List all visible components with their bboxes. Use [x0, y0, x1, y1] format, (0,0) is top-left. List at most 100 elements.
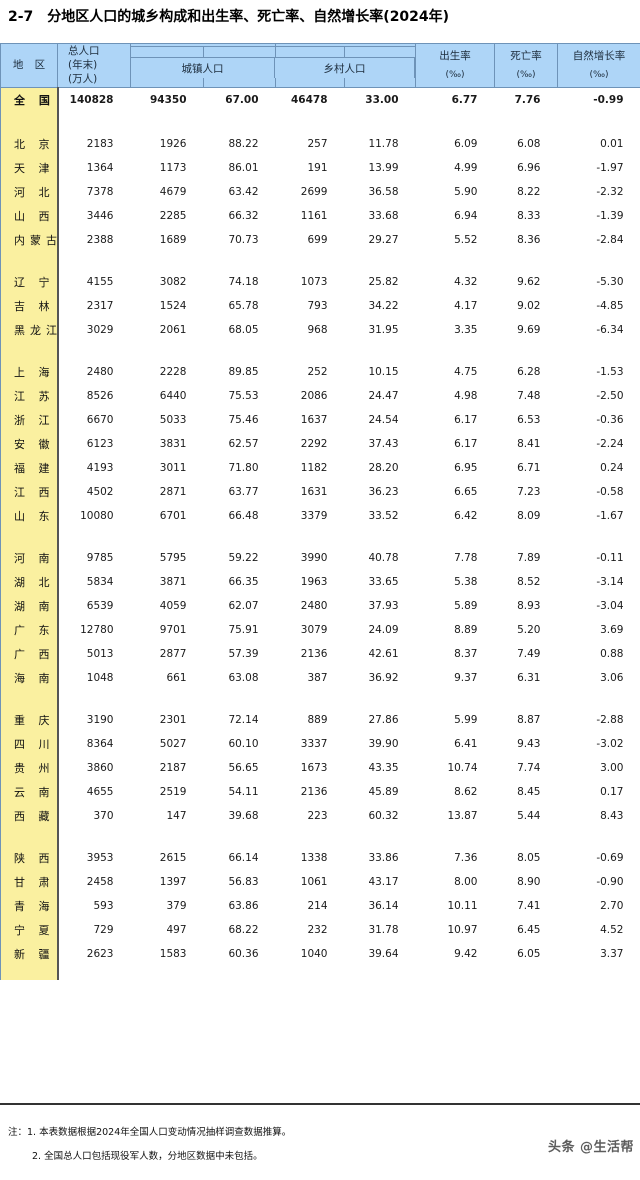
cell-death: 6.05	[517, 947, 541, 960]
table-row[interactable]: 甘 肃 2458 1397 56.83 1061 43.17 8.00 8.90 -0.90	[0, 869, 640, 894]
region-cell: 西 藏	[0, 803, 59, 828]
table-row[interactable]: 北 京 2183 1926 88.22 257 11.78 6.09 6.08 0.01	[0, 131, 640, 156]
cell-total: 1364	[86, 161, 114, 174]
cell-birth: 6.41	[454, 737, 478, 750]
cell-urban: 1689	[159, 233, 187, 246]
cell-total: 3446	[86, 209, 114, 222]
group-spacer-row	[0, 965, 640, 980]
table-row[interactable]: 湖 北 5834 3871 66.35 1963 33.65 5.38 8.52 -3.14	[0, 569, 640, 594]
table-row[interactable]: 湖 南 6539 4059 62.07 2480 37.93 5.89 8.93 -3.04	[0, 593, 640, 618]
cell-total: 3029	[86, 323, 114, 336]
cell-urban: 6701	[159, 509, 187, 522]
region-cell: 云 南	[0, 779, 59, 804]
cell-urban_pct: 59.22	[228, 551, 259, 564]
cell-growth: -2.88	[596, 713, 624, 726]
table-row[interactable]: 江 苏 8526 6440 75.53 2086 24.47 4.98 7.48 -2.50	[0, 383, 640, 408]
cell-urban: 1397	[159, 875, 187, 888]
header-natural-growth-rate: 自然增长率 (‰)	[557, 43, 640, 88]
table-row[interactable]: 贵 州 3860 2187 56.65 1673 43.35 10.74 7.74 3.00	[0, 755, 640, 780]
table-row[interactable]: 广 西 5013 2877 57.39 2136 42.61 8.37 7.49 0.88	[0, 641, 640, 666]
cell-rural_pct: 25.82	[368, 275, 399, 288]
cell-urban_pct: 68.22	[228, 923, 259, 936]
cell-urban: 3831	[159, 437, 187, 450]
table-row[interactable]: 全 国 140828 94350 67.00 46478 33.00 6.77 7.76 -0.…	[0, 87, 640, 112]
cell-growth: -0.99	[593, 93, 624, 106]
table-row[interactable]: 广 东 12780 9701 75.91 3079 24.09 8.89 5.20 3.69	[0, 617, 640, 642]
region-cell: 山 东	[0, 503, 59, 528]
table-row[interactable]: 天 津 1364 1173 86.01 191 13.99 4.99 6.96 -1.97	[0, 155, 640, 180]
cell-rural_pct: 31.78	[368, 923, 399, 936]
table-row[interactable]: 江 西 4502 2871 63.77 1631 36.23 6.65 7.23 -0.58	[0, 479, 640, 504]
table-row[interactable]: 内蒙古 2388 1689 70.73 699 29.27 5.52 8.36 -2.84	[0, 227, 640, 252]
table-row[interactable]: 新 疆 2623 1583 60.36 1040 39.64 9.42 6.05 3.37	[0, 941, 640, 966]
cell-rural_pct: 24.47	[368, 389, 399, 402]
cell-urban_pct: 75.91	[228, 623, 259, 636]
header-region: 地 区	[0, 43, 58, 88]
table-row[interactable]: 福 建 4193 3011 71.80 1182 28.20 6.95 6.71 0.24	[0, 455, 640, 480]
cell-urban: 379	[166, 899, 187, 912]
cell-rural_pct: 11.78	[368, 137, 399, 150]
header-natural-growth-rate-label: 自然增长率	[572, 49, 626, 62]
region-cell: 吉 林	[0, 293, 59, 318]
cell-growth: -3.02	[596, 737, 624, 750]
cell-death: 8.87	[517, 713, 541, 726]
region-cell: 四 川	[0, 731, 59, 756]
header-birth-rate-unit: (‰)	[445, 69, 465, 80]
table-row[interactable]: 宁 夏 729 497 68.22 232 31.78 10.97 6.45 4.52	[0, 917, 640, 942]
group-spacer-row	[0, 689, 640, 708]
table-row[interactable]: 西 藏 370 147 39.68 223 60.32 13.87 5.44 8.43	[0, 803, 640, 828]
header-death-rate-label: 死亡率	[510, 49, 542, 62]
cell-rural: 1631	[300, 485, 328, 498]
cell-rural_pct: 29.27	[368, 233, 399, 246]
table-row[interactable]: 黑龙江 3029 2061 68.05 968 31.95 3.35 9.69 -6.34	[0, 317, 640, 342]
cell-urban_pct: 75.53	[228, 389, 259, 402]
statistics-table: 地 区 总人口 (年末) (万人) 出生率 (‰) 死亡率 (‰) 自然增长率	[0, 42, 640, 980]
cell-rural_pct: 36.92	[368, 671, 399, 684]
header-birth-rate: 出生率 (‰)	[415, 43, 495, 88]
table-number: 2-7	[8, 9, 34, 25]
cell-death: 6.71	[517, 461, 541, 474]
cell-birth: 5.38	[454, 575, 478, 588]
cell-rural_pct: 43.35	[368, 761, 399, 774]
cell-rural: 223	[307, 809, 328, 822]
table-row[interactable]: 海 南 1048 661 63.08 387 36.92 9.37 6.31 3.06	[0, 665, 640, 690]
table-row[interactable]: 辽 宁 4155 3082 74.18 1073 25.82 4.32 9.62 -5.30	[0, 269, 640, 294]
table-row[interactable]: 山 东 10080 6701 66.48 3379 33.52 6.42 8.09 -1.67	[0, 503, 640, 528]
cell-total: 4502	[86, 485, 114, 498]
table-row[interactable]: 河 北 7378 4679 63.42 2699 36.58 5.90 8.22 -2.32	[0, 179, 640, 204]
table-row[interactable]: 陕 西 3953 2615 66.14 1338 33.86 7.36 8.05 -0.69	[0, 845, 640, 870]
region-cell: 重 庆	[0, 707, 59, 732]
cell-death: 7.49	[517, 647, 541, 660]
header-rural-group-band: 乡村人口	[275, 57, 415, 78]
cell-birth: 5.90	[454, 185, 478, 198]
table-row[interactable]: 安 徽 6123 3831 62.57 2292 37.43 6.17 8.41 -2.24	[0, 431, 640, 456]
table-row[interactable]: 吉 林 2317 1524 65.78 793 34.22 4.17 9.02 -4.85	[0, 293, 640, 318]
table-row[interactable]: 上 海 2480 2228 89.85 252 10.15 4.75 6.28 -1.53	[0, 359, 640, 384]
cell-rural: 1073	[300, 275, 328, 288]
table-row[interactable]: 河 南 9785 5795 59.22 3990 40.78 7.78 7.89 -0.11	[0, 545, 640, 570]
cell-total: 12780	[80, 623, 114, 636]
cell-urban_pct: 56.65	[228, 761, 259, 774]
cell-rural_pct: 10.15	[368, 365, 399, 378]
region-spacer-cell	[0, 827, 59, 846]
cell-birth: 6.77	[451, 93, 478, 106]
table-row[interactable]: 云 南 4655 2519 54.11 2136 45.89 8.62 8.45 0.17	[0, 779, 640, 804]
cell-growth: 2.70	[600, 899, 624, 912]
cell-total: 2480	[86, 365, 114, 378]
table-row[interactable]: 山 西 3446 2285 66.32 1161 33.68 6.94 8.33 -1.39	[0, 203, 640, 228]
cell-rural: 46478	[290, 93, 328, 106]
cell-total: 8364	[86, 737, 114, 750]
cell-rural_pct: 36.58	[368, 185, 399, 198]
cell-birth: 6.42	[454, 509, 478, 522]
cell-rural_pct: 24.09	[368, 623, 399, 636]
header-birth-rate-label: 出生率	[439, 49, 471, 62]
header-total-population-line2: (年末)	[68, 59, 98, 72]
cell-rural: 232	[307, 923, 328, 936]
table-row[interactable]: 重 庆 3190 2301 72.14 889 27.86 5.99 8.87 -2.88	[0, 707, 640, 732]
cell-rural: 889	[307, 713, 328, 726]
table-row[interactable]: 青 海 593 379 63.86 214 36.14 10.11 7.41 2.70	[0, 893, 640, 918]
table-row[interactable]: 浙 江 6670 5033 75.46 1637 24.54 6.17 6.53 -0.36	[0, 407, 640, 432]
cell-birth: 6.65	[454, 485, 478, 498]
cell-rural_pct: 31.95	[368, 323, 399, 336]
table-row[interactable]: 四 川 8364 5027 60.10 3337 39.90 6.41 9.43 -3.02	[0, 731, 640, 756]
